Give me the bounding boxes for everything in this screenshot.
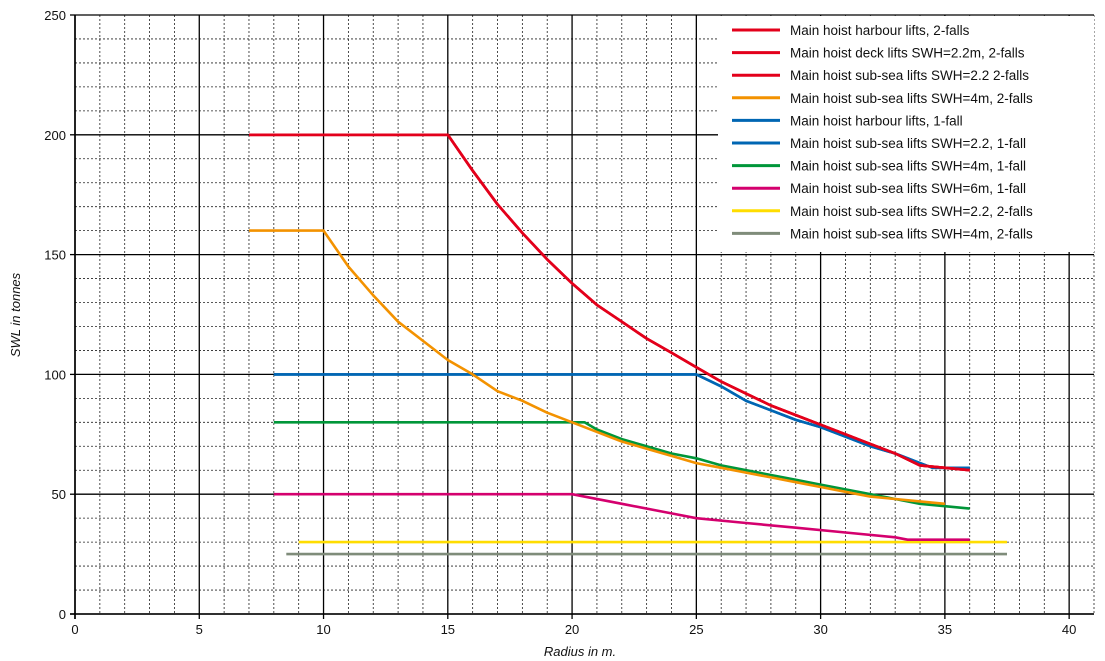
series-line-8 xyxy=(273,492,970,542)
y-tick-label: 200 xyxy=(44,128,66,143)
legend-box xyxy=(718,16,1094,252)
x-tick-label: 40 xyxy=(1062,622,1076,637)
legend: Main hoist harbour lifts, 2-falls Main ho… xyxy=(718,16,1094,252)
y-axis-label: SWL in tonnes xyxy=(8,272,23,357)
legend-label: Main hoist harbour lifts, 1-fall xyxy=(790,113,963,128)
legend-label: Main hoist sub-sea lifts SWH=6m, 1-fall xyxy=(790,181,1026,196)
y-tick-label: 0 xyxy=(59,607,66,622)
x-tick-label: 20 xyxy=(565,622,579,637)
legend-label: Main hoist sub-sea lifts SWH=4m, 1-fall xyxy=(790,159,1026,174)
legend-label: Main hoist deck lifts SWH=2.2m, 2-falls xyxy=(790,46,1025,61)
legend-label: Main hoist harbour lifts, 2-falls xyxy=(790,23,970,38)
series-line-4 xyxy=(249,229,946,506)
axes xyxy=(70,14,1094,619)
y-tick-label: 50 xyxy=(52,487,66,502)
legend-label: Main hoist sub-sea lifts SWH=4m, 2-falls xyxy=(790,226,1033,241)
x-tick-label: 15 xyxy=(441,622,455,637)
y-tick-label: 150 xyxy=(44,248,66,263)
series-layer xyxy=(249,133,1007,556)
x-axis-label: Radius in m. xyxy=(544,644,616,659)
x-tick-label: 30 xyxy=(813,622,827,637)
x-tick-label: 10 xyxy=(316,622,330,637)
legend-label: Main hoist sub-sea lifts SWH=2.2, 1-fall xyxy=(790,136,1026,151)
series-line-5 xyxy=(273,373,970,470)
legend-label: Main hoist sub-sea lifts SWH=2.2, 2-fall… xyxy=(790,204,1033,219)
legend-label: Main hoist sub-sea lifts SWH=2.2 2-falls xyxy=(790,68,1029,83)
x-tick-label: 0 xyxy=(71,622,78,637)
x-tick-label: 35 xyxy=(938,622,952,637)
y-tick-label: 250 xyxy=(44,8,66,23)
x-tick-label: 5 xyxy=(196,622,203,637)
series-line-1 xyxy=(249,133,970,472)
y-tick-label: 100 xyxy=(44,367,66,382)
legend-label: Main hoist sub-sea lifts SWH=4m, 2-falls xyxy=(790,91,1033,106)
x-tick-labels: 0 5 10 15 20 25 30 35 40 xyxy=(71,622,1076,637)
y-tick-labels: 0 50 100 150 200 250 xyxy=(44,8,66,622)
x-tick-label: 25 xyxy=(689,622,703,637)
